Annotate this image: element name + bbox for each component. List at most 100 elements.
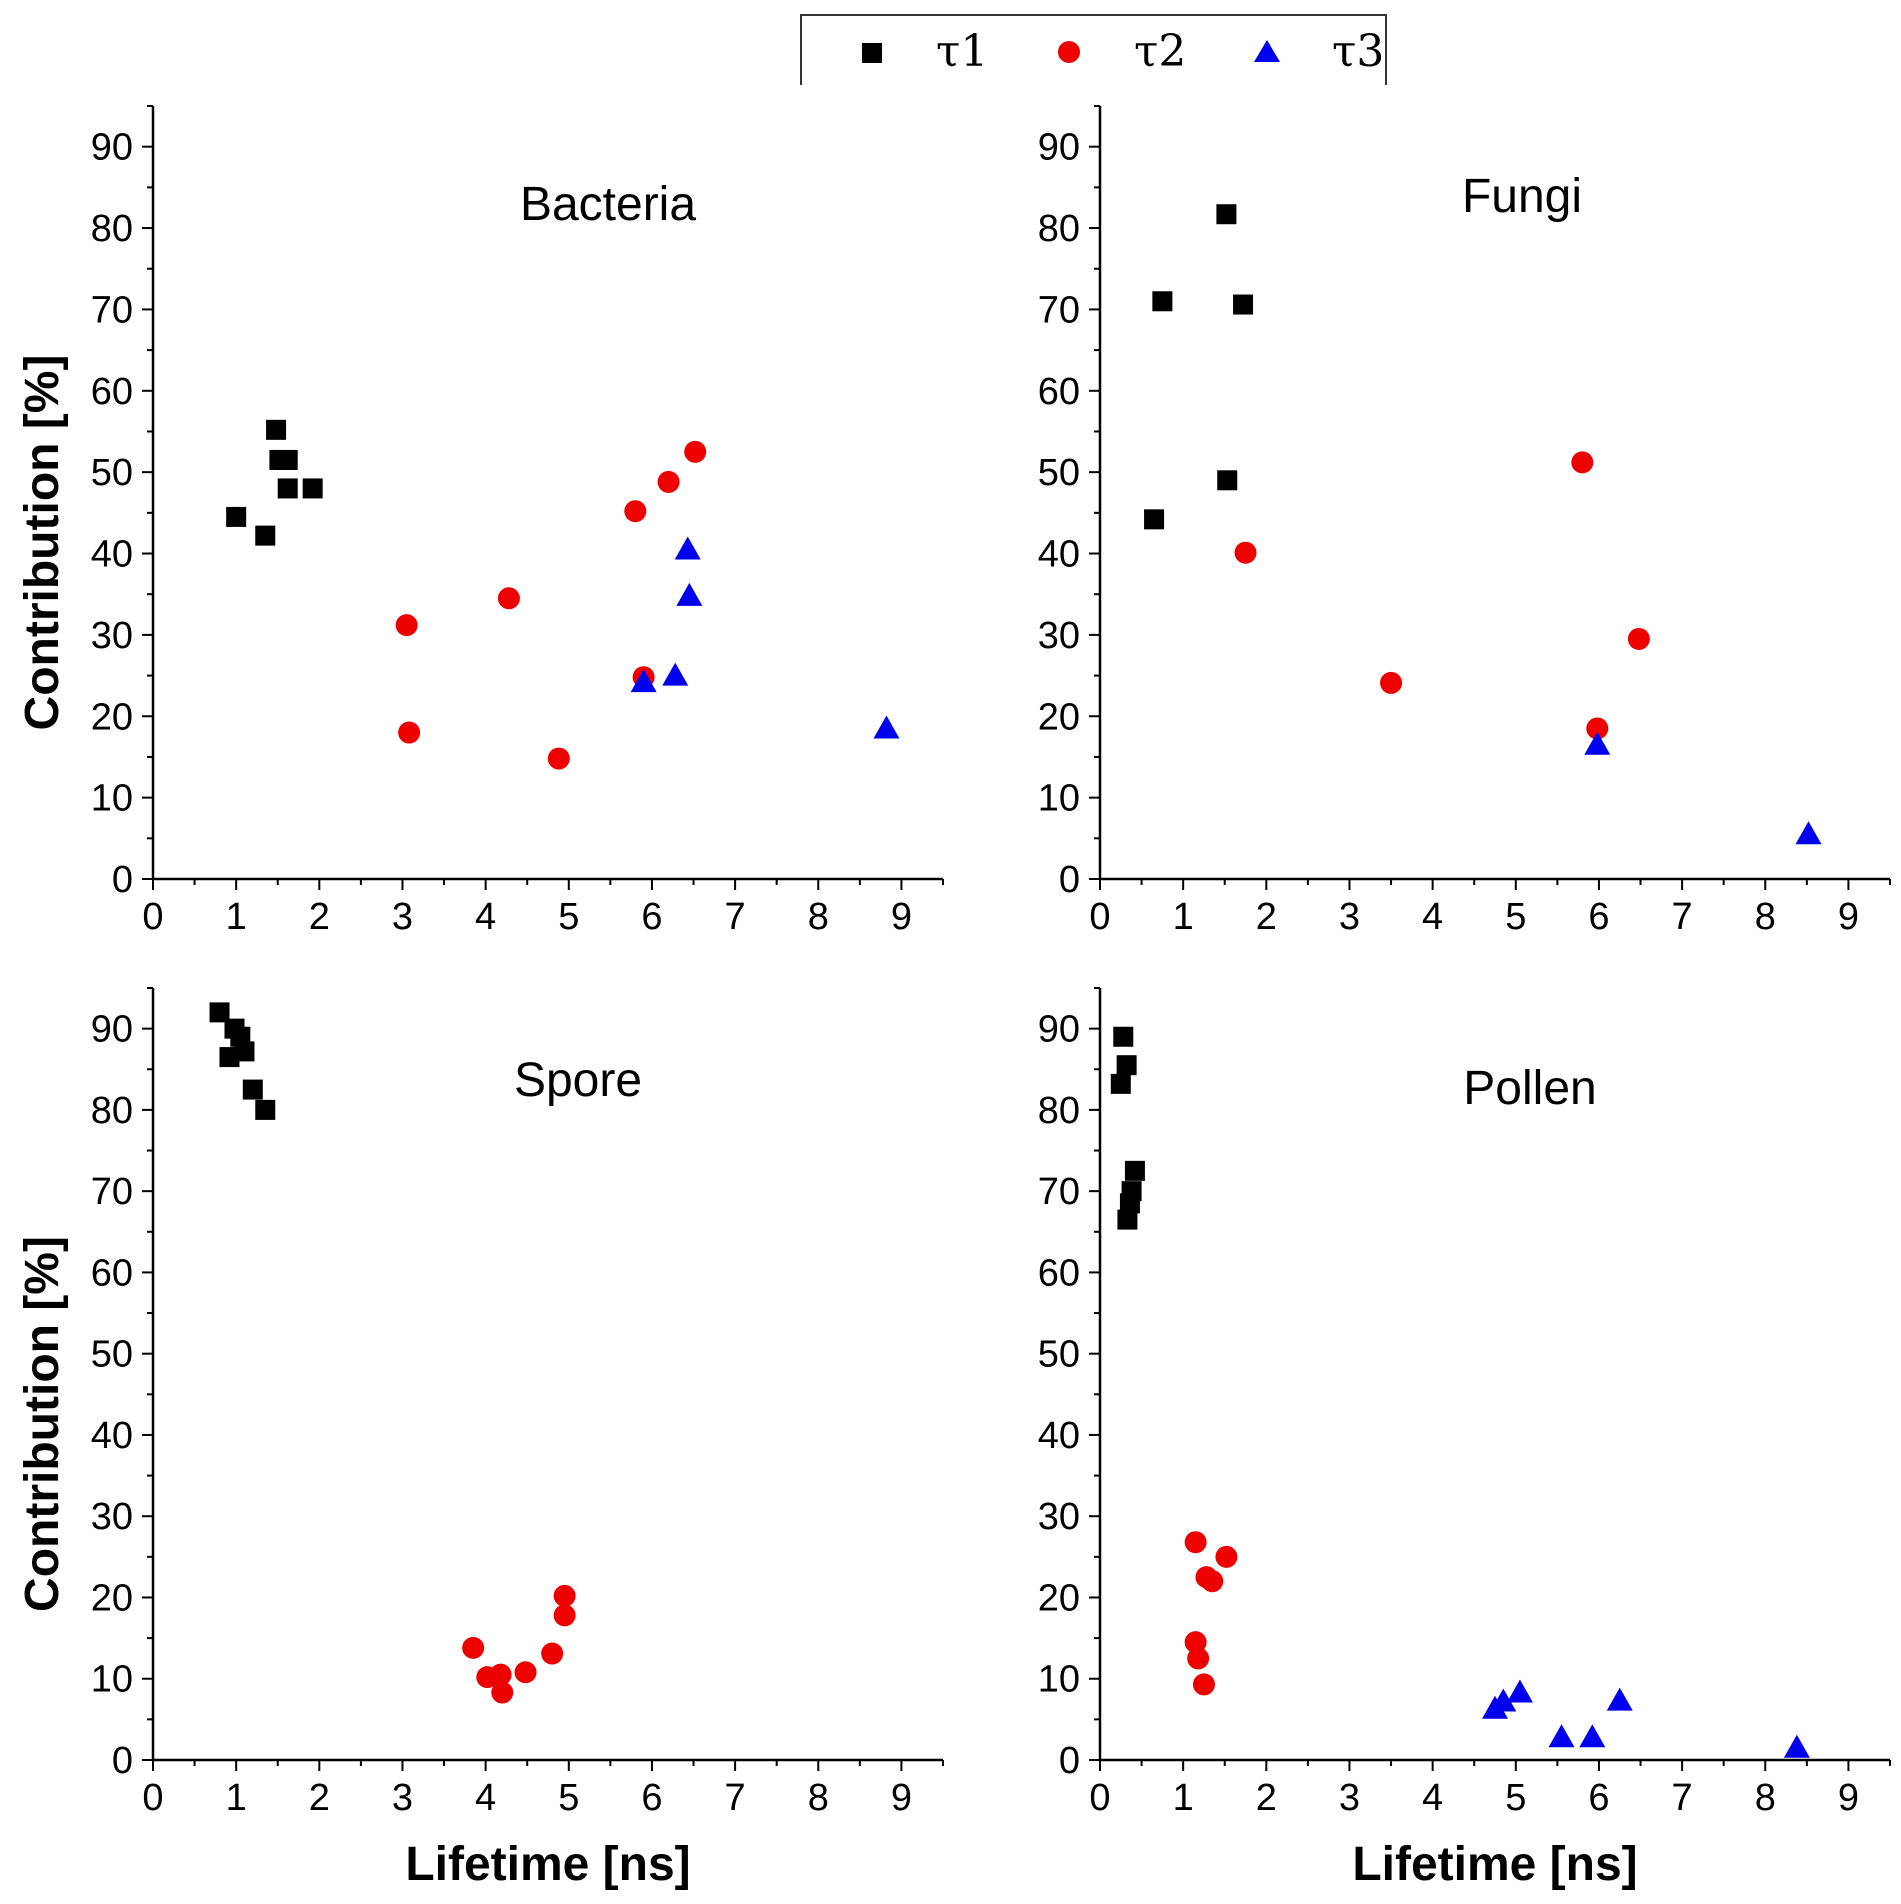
circle-marker-icon (1052, 35, 1086, 69)
x-tick-label: 2 (309, 896, 330, 938)
panel-title: Pollen (1463, 1062, 1596, 1115)
tau1-point (1117, 1209, 1138, 1230)
x-tick-label: 2 (309, 1777, 330, 1819)
legend-label: τ1 (936, 26, 989, 77)
panel-title: Spore (514, 1054, 642, 1107)
x-axis-label: Lifetime [ns] (405, 1838, 690, 1891)
tau3-point (1490, 1688, 1517, 1712)
tau2-point (657, 470, 680, 493)
tau2-point (547, 747, 570, 770)
x-tick-label: 1 (1173, 896, 1194, 938)
x-tick-label: 6 (641, 1777, 662, 1819)
tau3-point (1506, 1679, 1533, 1703)
panel-title: Fungi (1462, 170, 1582, 223)
x-tick-label: 4 (475, 1777, 496, 1819)
tau1-point (209, 1002, 230, 1023)
x-tick-label: 2 (1256, 1777, 1277, 1819)
tau1-point (234, 1041, 255, 1062)
y-tick-label: 80 (1038, 208, 1080, 250)
y-tick-label: 30 (91, 1496, 133, 1538)
tau3-point (630, 669, 657, 693)
legend-entry-tau2: τ2 (1052, 16, 1186, 87)
x-tick-label: 7 (1672, 1777, 1693, 1819)
tau2-point (1187, 1647, 1210, 1670)
tau2-point (1192, 1673, 1215, 1696)
tau1-point (1216, 204, 1237, 225)
y-tick-label: 30 (1038, 1496, 1080, 1538)
x-tick-label: 3 (392, 1777, 413, 1819)
y-tick-label: 10 (1038, 1659, 1080, 1701)
y-tick-label: 30 (91, 615, 133, 657)
tau3-point (873, 715, 900, 739)
y-tick-label: 80 (91, 208, 133, 250)
tau2-point (1201, 1570, 1224, 1593)
x-tick-label: 0 (1089, 1777, 1110, 1819)
tau2-point (462, 1636, 485, 1659)
x-tick-label: 7 (1672, 896, 1693, 938)
x-tick-label: 8 (1755, 896, 1776, 938)
y-tick-label: 90 (1038, 127, 1080, 169)
y-tick-label: 60 (91, 1252, 133, 1294)
triangle-marker-icon (1250, 35, 1284, 69)
tau3-point (1783, 1734, 1810, 1758)
square-marker-icon (854, 35, 888, 69)
tau1-point (1217, 470, 1238, 491)
tau1-point (1144, 509, 1165, 530)
tau2-point (1627, 627, 1650, 650)
y-tick-label: 50 (1038, 1334, 1080, 1376)
y-tick-label: 80 (1038, 1090, 1080, 1132)
y-tick-label: 90 (91, 1009, 133, 1051)
legend-entry-tau3: τ3 (1250, 16, 1384, 87)
x-tick-label: 9 (1838, 896, 1859, 938)
tau2-point (395, 614, 418, 637)
tau1-point (277, 478, 298, 499)
x-tick-label: 6 (1588, 1777, 1609, 1819)
x-tick-label: 4 (475, 896, 496, 938)
y-tick-label: 70 (91, 289, 133, 331)
tau1-point (242, 1079, 263, 1100)
y-tick-label: 40 (91, 534, 133, 576)
x-tick-label: 3 (392, 896, 413, 938)
x-tick-label: 3 (1339, 896, 1360, 938)
x-tick-label: 4 (1422, 1777, 1443, 1819)
panel-pollen: 0 1 2 3 4 5 6 7 8 90102030405060708090PollenLifet… (1038, 987, 1891, 1891)
legend-entry-tau1: τ1 (854, 16, 988, 87)
tau1-point (266, 419, 287, 440)
tau2-point (491, 1681, 514, 1704)
tau3-point (1606, 1687, 1633, 1711)
tau2-point (1586, 717, 1609, 740)
tau2-point (514, 1661, 537, 1684)
tau2-point (624, 500, 647, 523)
x-tick-label: 2 (1256, 896, 1277, 938)
x-tick-label: 7 (725, 1777, 746, 1819)
tau3-point (676, 582, 703, 606)
y-tick-label: 90 (1038, 1009, 1080, 1051)
y-tick-label: 10 (1038, 778, 1080, 820)
tau3-point (1548, 1724, 1575, 1748)
y-tick-label: 30 (1038, 615, 1080, 657)
panel-spore: 0 1 2 3 4 5 6 7 8 90102030405060708090SporeContri… (16, 987, 944, 1891)
y-tick-label: 40 (1038, 534, 1080, 576)
tau2-point (1380, 671, 1403, 694)
tau1-point (1113, 1026, 1134, 1047)
tau1-point (255, 525, 276, 546)
tau2-point (541, 1642, 564, 1665)
tau2-point (1571, 451, 1594, 474)
panel-bacteria: 0 1 2 3 4 5 6 7 8 90102030405060708090BacteriaCon… (16, 105, 944, 938)
tau2-point (497, 587, 520, 610)
x-tick-label: 5 (558, 1777, 579, 1819)
y-tick-label: 20 (1038, 1577, 1080, 1619)
y-tick-label: 50 (1038, 452, 1080, 494)
y-tick-label: 0 (112, 859, 133, 901)
x-tick-label: 3 (1339, 1777, 1360, 1819)
tau2-point (684, 440, 707, 463)
x-tick-label: 9 (1838, 1777, 1859, 1819)
y-tick-label: 20 (91, 1577, 133, 1619)
tau2-point (489, 1663, 512, 1686)
y-tick-label: 70 (91, 1171, 133, 1213)
y-tick-label: 0 (112, 1740, 133, 1782)
y-axis-label: Contribution [%] (16, 1236, 69, 1612)
y-tick-label: 60 (1038, 371, 1080, 413)
x-tick-label: 5 (1505, 896, 1526, 938)
